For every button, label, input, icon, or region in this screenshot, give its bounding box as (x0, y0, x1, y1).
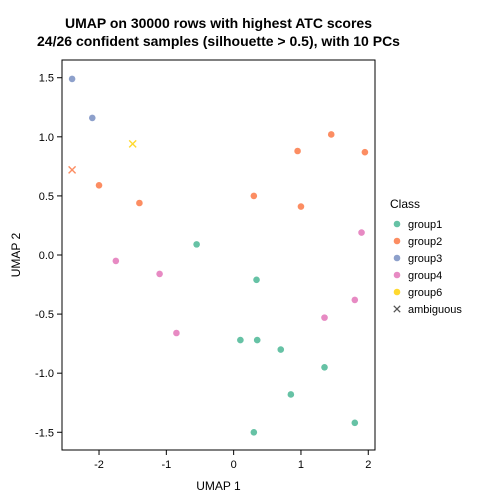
y-tick-label: -1.5 (35, 427, 54, 439)
chart-title-line2: 24/26 confident samples (silhouette > 0.… (37, 33, 400, 49)
data-point (328, 131, 335, 138)
data-point (193, 241, 200, 248)
y-tick-label: 1.0 (39, 132, 54, 144)
data-point (113, 258, 120, 265)
legend-label: ambiguous (408, 304, 462, 316)
data-point (358, 229, 365, 236)
y-tick-label: -1.0 (35, 368, 54, 380)
legend-swatch (394, 255, 401, 262)
data-point (254, 337, 261, 344)
x-tick-label: 2 (365, 459, 371, 471)
data-point (69, 76, 76, 83)
legend-swatch (394, 221, 401, 228)
x-axis-label: UMAP 1 (196, 479, 241, 493)
y-tick-label: -0.5 (35, 309, 54, 321)
legend-swatch (394, 272, 401, 279)
data-point (277, 346, 284, 353)
data-point (251, 429, 258, 436)
legend-swatch-cross (394, 306, 400, 312)
chart-title-line1: UMAP on 30000 rows with highest ATC scor… (65, 15, 372, 31)
legend-swatch (394, 289, 401, 296)
legend-label: group6 (408, 287, 442, 299)
y-tick-label: 1.5 (39, 73, 54, 85)
data-point (237, 337, 244, 344)
data-point (362, 149, 369, 156)
y-tick-label: 0.0 (39, 250, 54, 262)
chart-svg: UMAP on 30000 rows with highest ATC scor… (0, 0, 504, 504)
data-point (288, 391, 295, 398)
legend-title: Class (390, 197, 420, 211)
legend-label: group4 (408, 270, 442, 282)
y-tick-label: 0.5 (39, 191, 54, 203)
data-point (96, 182, 103, 189)
legend-swatch (394, 238, 401, 245)
data-point (253, 277, 260, 284)
plot-border (62, 60, 375, 450)
data-point (352, 297, 359, 304)
data-point (321, 314, 328, 321)
data-point (251, 193, 258, 200)
legend-label: group2 (408, 236, 442, 248)
legend-label: group1 (408, 219, 442, 231)
data-point (298, 203, 305, 210)
x-tick-label: -1 (161, 459, 171, 471)
data-point (294, 148, 301, 155)
y-axis-label: UMAP 2 (9, 232, 23, 277)
data-point (156, 271, 163, 278)
data-point (352, 420, 359, 427)
legend-label: group3 (408, 253, 442, 265)
x-tick-label: 1 (298, 459, 304, 471)
data-point (173, 330, 180, 337)
x-tick-label: 0 (231, 459, 237, 471)
x-tick-label: -2 (94, 459, 104, 471)
data-point-ambiguous (129, 140, 136, 147)
data-point (89, 115, 96, 122)
data-point-ambiguous (69, 166, 76, 173)
data-point (136, 200, 143, 207)
data-point (321, 364, 328, 371)
umap-scatter-chart: UMAP on 30000 rows with highest ATC scor… (0, 0, 504, 504)
